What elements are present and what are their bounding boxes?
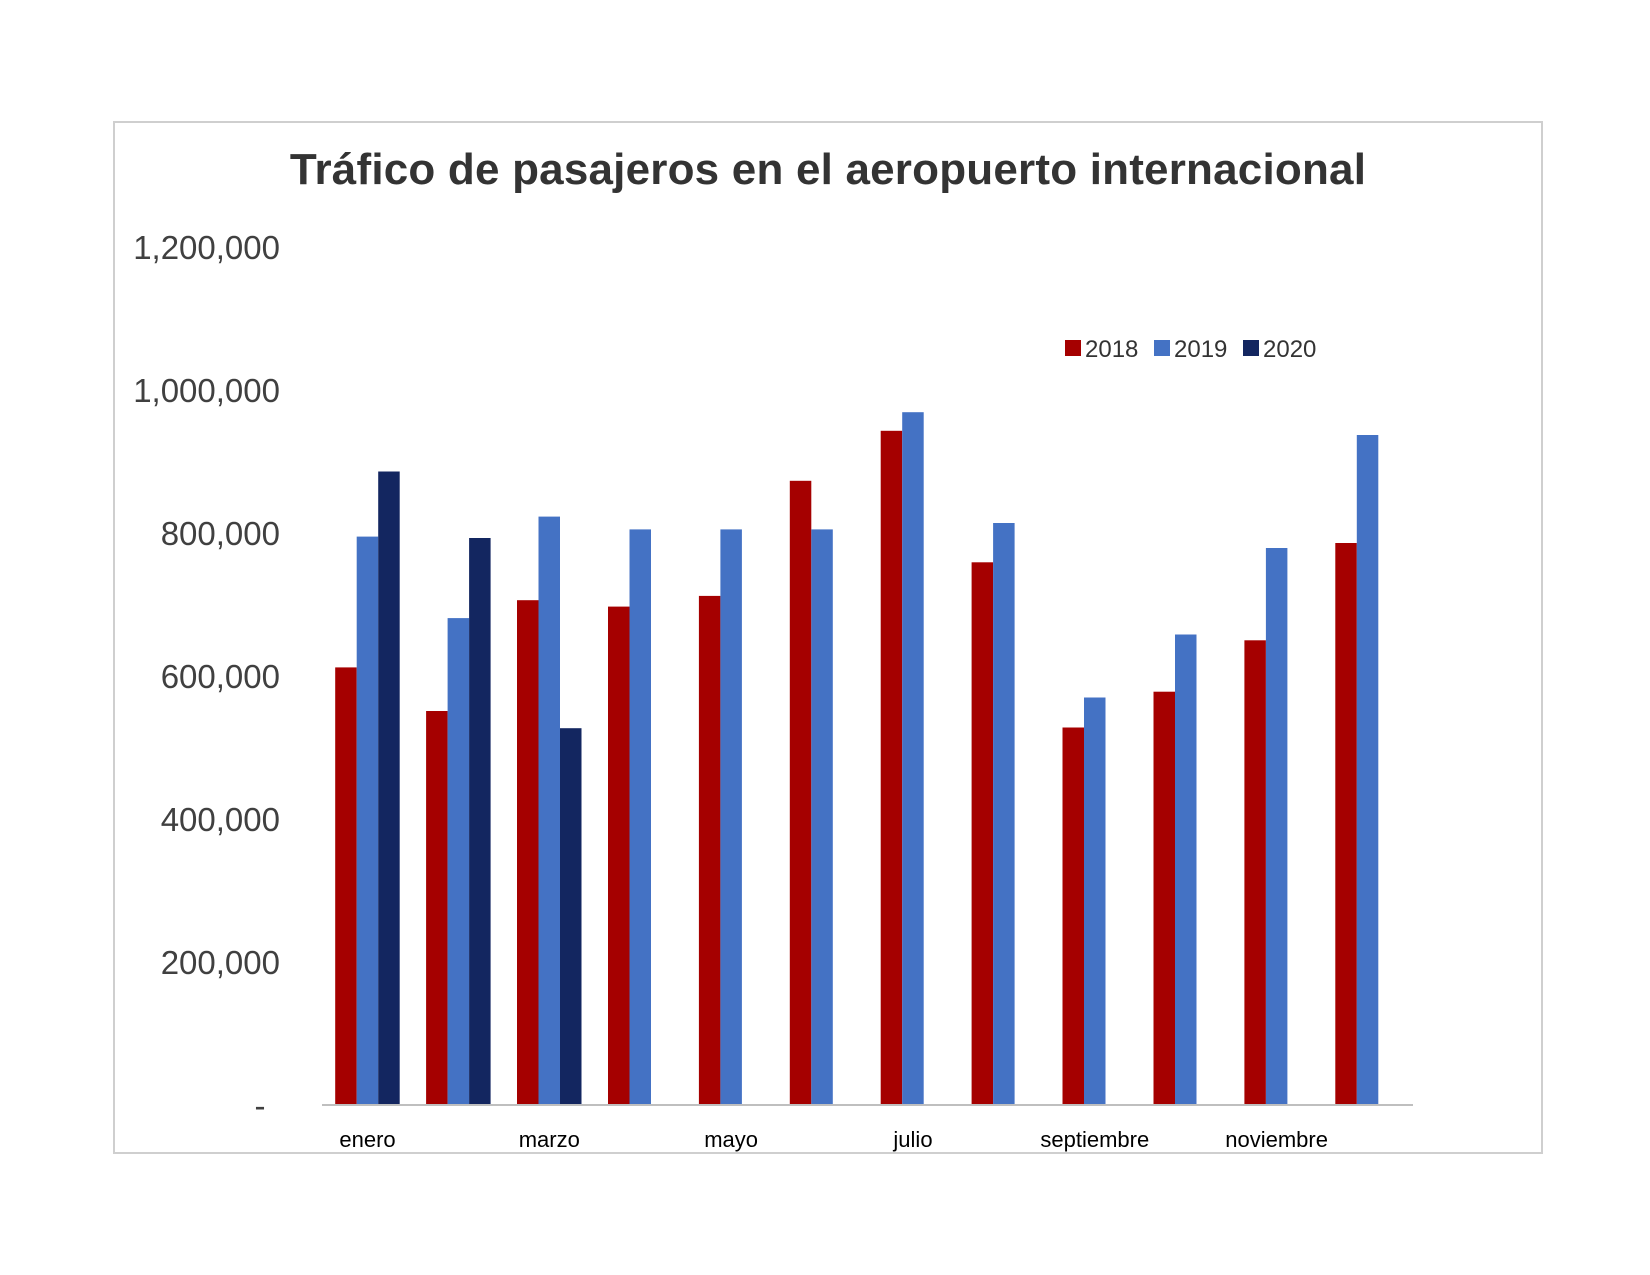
bar-2019-octubre xyxy=(1175,634,1197,1105)
bar-2019-enero xyxy=(356,536,379,1105)
bar-2018-octubre xyxy=(1153,691,1175,1105)
x-tick-label: mayo xyxy=(704,1127,758,1152)
chart-title: Tráfico de pasajeros en el aeropuerto in… xyxy=(289,145,1367,194)
x-tick-label: marzo xyxy=(519,1127,580,1152)
legend-swatch-2019 xyxy=(1154,340,1170,356)
x-axis-ticks: enero marzo mayo julio septiembre noviembre xyxy=(339,1127,1328,1152)
bar-2019-junio xyxy=(811,529,833,1105)
bar-2018-agosto xyxy=(971,562,994,1105)
bar-2019-mayo xyxy=(720,529,742,1105)
legend-label-2019: 2019 xyxy=(1174,336,1227,363)
bars-group xyxy=(335,412,1379,1106)
bar-2018-abril xyxy=(608,606,630,1105)
y-tick-label: 400,000 xyxy=(161,801,280,838)
bar-2020-marzo xyxy=(560,728,582,1105)
bar-2018-febrero xyxy=(426,711,448,1105)
legend: 2018 2019 2020 xyxy=(1065,336,1316,363)
bar-2018-diciembre xyxy=(1335,543,1357,1105)
bar-2019-diciembre xyxy=(1356,435,1379,1105)
bar-2018-septiembre xyxy=(1062,727,1084,1105)
legend-label-2020: 2020 xyxy=(1263,336,1316,363)
bar-2019-noviembre xyxy=(1265,548,1288,1105)
x-tick-label: enero xyxy=(339,1127,395,1152)
bar-2019-abril xyxy=(629,529,651,1105)
y-tick-label: 1,000,000 xyxy=(133,372,280,409)
bar-2019-julio xyxy=(902,412,924,1105)
legend-swatch-2020 xyxy=(1243,340,1259,356)
bar-2019-septiembre xyxy=(1084,697,1106,1105)
y-tick-label: 600,000 xyxy=(161,658,280,695)
x-tick-label: septiembre xyxy=(1040,1127,1149,1152)
y-axis-ticks: - 200,000 400,000 600,000 800,000 1,000,000 1,… xyxy=(133,229,280,1124)
y-tick-label: 1,200,000 xyxy=(133,229,280,266)
bar-2018-julio xyxy=(880,430,903,1105)
bar-2019-agosto xyxy=(993,523,1015,1105)
bar-2018-noviembre xyxy=(1244,640,1266,1106)
bar-2018-mayo xyxy=(698,595,721,1105)
bar-2018-enero xyxy=(335,667,357,1105)
y-tick-label: 800,000 xyxy=(161,515,280,552)
bar-2019-marzo xyxy=(538,516,560,1105)
bar-2020-enero xyxy=(378,471,400,1105)
bar-2018-marzo xyxy=(517,600,539,1105)
y-tick-label: - xyxy=(255,1087,266,1124)
y-tick-label: 200,000 xyxy=(161,944,280,981)
legend-label-2018: 2018 xyxy=(1085,336,1138,363)
bar-2018-junio xyxy=(789,480,812,1105)
legend-swatch-2018 xyxy=(1065,340,1081,356)
bar-2020-febrero xyxy=(469,538,491,1105)
x-tick-label: noviembre xyxy=(1225,1127,1328,1152)
x-tick-label: julio xyxy=(892,1127,932,1152)
bar-2019-febrero xyxy=(447,618,470,1105)
